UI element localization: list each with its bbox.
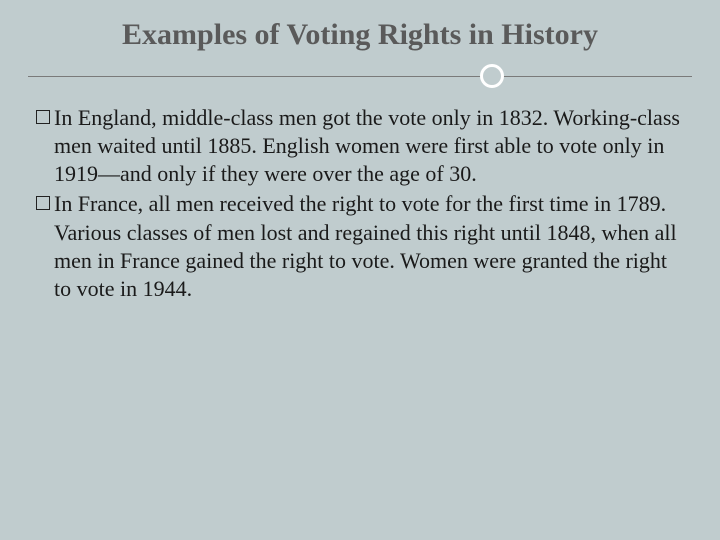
bullet-item: In England, middle-class men got the vot…	[36, 104, 684, 188]
slide: Examples of Voting Rights in History In …	[0, 0, 720, 540]
title-divider	[28, 62, 692, 92]
bullet-text: In England, middle-class men got the vot…	[54, 104, 684, 188]
bullet-text: In France, all men received the right to…	[54, 190, 684, 303]
slide-body: In England, middle-class men got the vot…	[28, 104, 692, 303]
divider-line	[28, 76, 692, 77]
divider-circle-icon	[480, 64, 504, 88]
bullet-box-icon	[36, 196, 50, 210]
slide-title: Examples of Voting Rights in History	[28, 18, 692, 52]
bullet-box-icon	[36, 110, 50, 124]
bullet-item: In France, all men received the right to…	[36, 190, 684, 303]
